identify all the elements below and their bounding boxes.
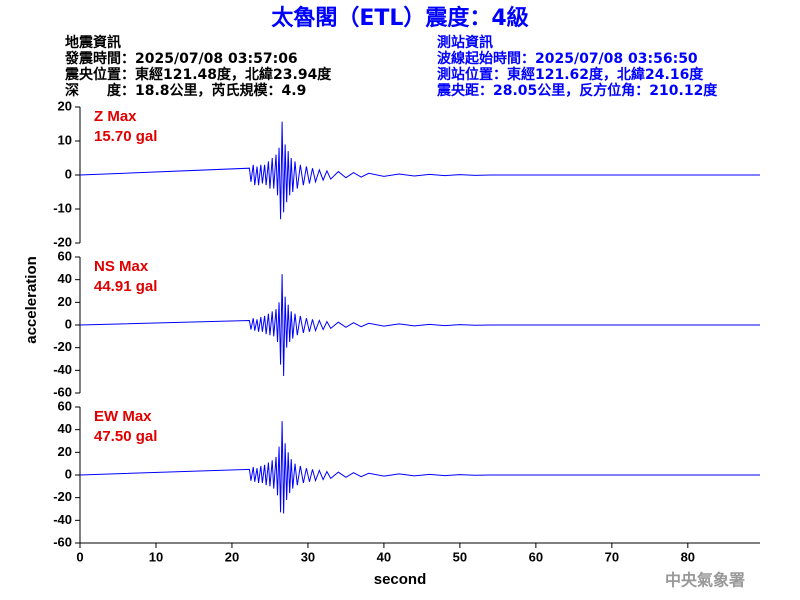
y-tick-label: 20 <box>58 294 72 309</box>
y-tick-label: 60 <box>58 248 72 263</box>
x-tick-label: 10 <box>149 549 163 564</box>
y-tick-label: -20 <box>53 234 72 249</box>
waveform <box>79 121 760 220</box>
y-tick-label: 0 <box>65 316 72 331</box>
y-tick-label: 40 <box>58 421 72 436</box>
y-tick-label: 0 <box>65 466 72 481</box>
x-tick-label: 50 <box>453 549 467 564</box>
left-info: 地震資訊 <box>65 34 121 51</box>
x-tick-label: 20 <box>225 549 239 564</box>
waveform <box>79 421 760 514</box>
y-tick-label: -10 <box>53 200 72 215</box>
max-annotation: NS Max <box>94 258 149 275</box>
x-axis-label: second <box>374 571 427 588</box>
y-tick-label: 20 <box>58 98 72 113</box>
x-tick-label: 80 <box>681 549 695 564</box>
y-tick-label: 60 <box>58 398 72 413</box>
left-info: 深 度：18.8公里，芮氏規模：4.9 <box>65 82 306 99</box>
right-info: 測站資訊 <box>437 34 493 51</box>
left-info: 發震時間：2025/07/08 03:57:06 <box>64 50 298 67</box>
right-info: 測站位置：東經121.62度，北緯24.16度 <box>437 66 704 83</box>
y-tick-label: -20 <box>53 339 72 354</box>
max-annotation: 44.91 gal <box>94 278 157 295</box>
x-tick-label: 60 <box>529 549 543 564</box>
watermark: 中央氣象署 <box>665 571 745 590</box>
y-tick-label: 20 <box>58 444 72 459</box>
max-annotation: 15.70 gal <box>94 128 157 145</box>
left-info: 震央位置：東經121.48度，北緯23.94度 <box>64 66 332 83</box>
x-tick-label: 0 <box>76 549 83 564</box>
right-info: 波線起始時間：2025/07/08 03:56:50 <box>437 50 698 67</box>
y-tick-label: -60 <box>53 534 72 549</box>
right-info: 震央距：28.05公里，反方位角：210.12度 <box>436 82 718 99</box>
max-annotation: 47.50 gal <box>94 428 157 445</box>
x-tick-label: 30 <box>301 549 315 564</box>
max-annotation: Z Max <box>94 108 137 125</box>
title: 太魯閣（ETL）震度：4級 <box>271 5 528 31</box>
y-axis-label: acceleration <box>23 256 40 344</box>
y-tick-label: 0 <box>65 166 72 181</box>
y-tick-label: -60 <box>53 384 72 399</box>
y-tick-label: -40 <box>53 362 72 377</box>
max-annotation: EW Max <box>94 408 152 425</box>
waveform <box>79 274 760 377</box>
x-tick-label: 40 <box>377 549 391 564</box>
y-tick-label: -20 <box>53 489 72 504</box>
y-tick-label: 10 <box>58 132 72 147</box>
y-tick-label: 40 <box>58 271 72 286</box>
y-tick-label: -40 <box>53 512 72 527</box>
x-tick-label: 70 <box>605 549 619 564</box>
